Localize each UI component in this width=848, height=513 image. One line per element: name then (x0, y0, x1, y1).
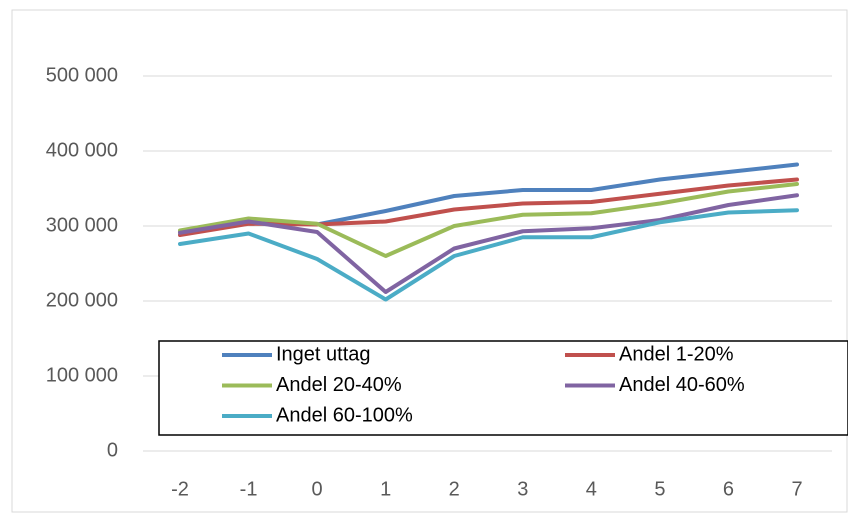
legend-label: Andel 60-100% (276, 404, 413, 426)
x-tick-label: 7 (791, 478, 802, 500)
x-tick-label: -1 (240, 478, 258, 500)
x-tick-label: -2 (171, 478, 189, 500)
y-tick-label: 100 000 (46, 364, 118, 386)
x-tick-label: 2 (449, 478, 460, 500)
x-tick-label: 0 (312, 478, 323, 500)
legend-label: Andel 40-60% (619, 374, 745, 396)
y-tick-label: 500 000 (46, 64, 118, 86)
legend-label: Inget uttag (276, 343, 371, 365)
y-tick-label: 400 000 (46, 139, 118, 161)
series-line (178, 182, 799, 258)
series-line (178, 177, 799, 237)
series-line (178, 208, 799, 302)
legend-label: Andel 1-20% (619, 343, 734, 365)
x-tick-label: 3 (517, 478, 528, 500)
chart-border (11, 9, 848, 513)
x-tick-label: 6 (723, 478, 734, 500)
legend-label: Andel 20-40% (276, 374, 402, 396)
x-tick-label: 1 (380, 478, 391, 500)
y-tick-label: 0 (107, 439, 118, 461)
y-tick-label: 200 000 (46, 289, 118, 311)
y-tick-label: 300 000 (46, 214, 118, 236)
legend: Inget uttag Andel 1-20% Andel 20-40% Andel … (158, 340, 848, 436)
legend-box (158, 340, 848, 436)
series-line (178, 193, 799, 294)
x-tick-label: 5 (654, 478, 665, 500)
x-tick-label: 4 (586, 478, 597, 500)
